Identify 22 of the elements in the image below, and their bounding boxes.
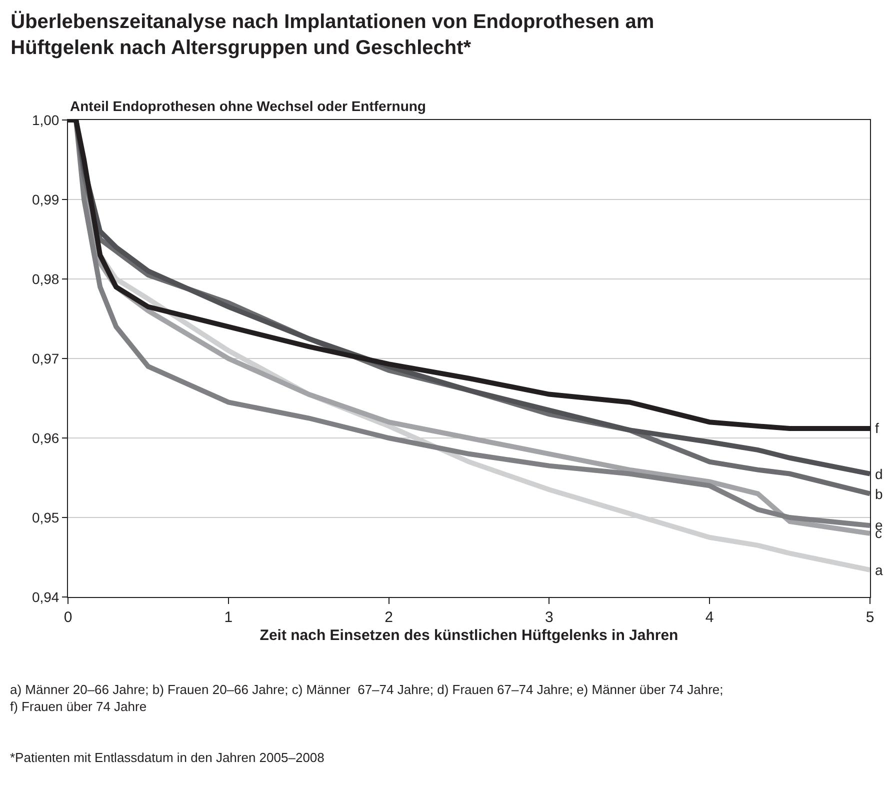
y-tick-label: 1,00 — [32, 112, 60, 128]
y-tick-label: 0,95 — [32, 509, 60, 526]
x-tick-label: 2 — [384, 609, 393, 626]
y-tick-label: 0,98 — [32, 270, 60, 287]
series-label: f — [875, 420, 879, 436]
text: a) Männer 20–66 Jahre; b) Frauen 20–66 Jahre; c) Männer 67–74 Jahre; d) Frauen 67–74 Jahre; e) Männer über 74 Jahre; f) Frauen über 74 Jahre — [10, 682, 724, 714]
y-tick-label: 0,94 — [32, 588, 60, 605]
x-axis-title: Zeit nach Einsetzen des künstlichen Hüftgelenks in Jahren — [260, 627, 678, 644]
x-tick-label: 1 — [224, 609, 233, 626]
y-axis-title: Anteil Endoprothesen ohne Wechsel oder Entfernung — [70, 98, 426, 114]
series-label: d — [875, 466, 883, 482]
series-label: b — [875, 486, 883, 502]
y-tick-label: 0,99 — [32, 191, 60, 208]
x-tick-label: 0 — [64, 609, 72, 626]
x-tick-label: 3 — [545, 609, 554, 626]
series-label: a — [875, 562, 883, 578]
y-tick-label: 0,97 — [32, 350, 60, 366]
x-tick-label: 5 — [866, 609, 874, 626]
chart-title: Überlebenszeitanalyse nach Implantationen von Endoprothesen am Hüftgelenk nach Altersgruppen und Geschlecht* — [10, 10, 654, 60]
x-tick-label: 4 — [705, 609, 714, 626]
text: *Patienten mit Entlassdatum in den Jahren 2005–2008 — [10, 750, 324, 765]
y-tick-label: 0,96 — [32, 430, 60, 446]
